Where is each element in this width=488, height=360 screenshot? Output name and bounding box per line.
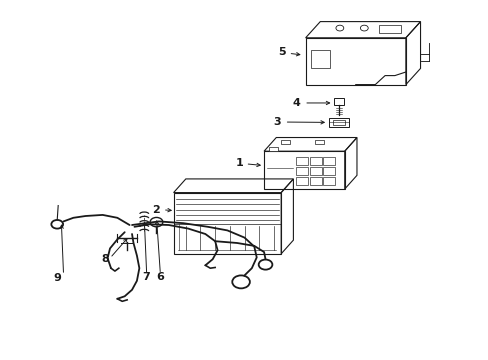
Bar	[309, 167, 321, 175]
Text: 8: 8	[101, 254, 109, 264]
Bar	[295, 167, 307, 175]
Bar	[378, 25, 400, 33]
Bar	[173, 193, 281, 254]
Bar	[264, 151, 344, 189]
Text: 1: 1	[235, 158, 243, 168]
Bar	[281, 140, 289, 144]
Bar	[268, 147, 277, 151]
Bar	[323, 177, 335, 185]
Text: 4: 4	[292, 98, 300, 108]
Text: 5: 5	[277, 47, 285, 57]
Bar	[295, 177, 307, 185]
Text: 7: 7	[142, 272, 150, 282]
Bar	[332, 120, 345, 125]
Bar	[328, 118, 348, 127]
Text: 6: 6	[156, 272, 164, 282]
Bar	[323, 167, 335, 175]
Bar	[333, 98, 343, 105]
Bar	[295, 157, 307, 165]
Bar	[305, 38, 405, 85]
Bar	[309, 157, 321, 165]
Bar	[315, 140, 324, 144]
Bar	[309, 177, 321, 185]
Text: 2: 2	[151, 204, 159, 215]
Bar	[310, 50, 329, 68]
Text: 9: 9	[54, 273, 61, 283]
Bar	[323, 157, 335, 165]
Text: 3: 3	[273, 117, 281, 127]
